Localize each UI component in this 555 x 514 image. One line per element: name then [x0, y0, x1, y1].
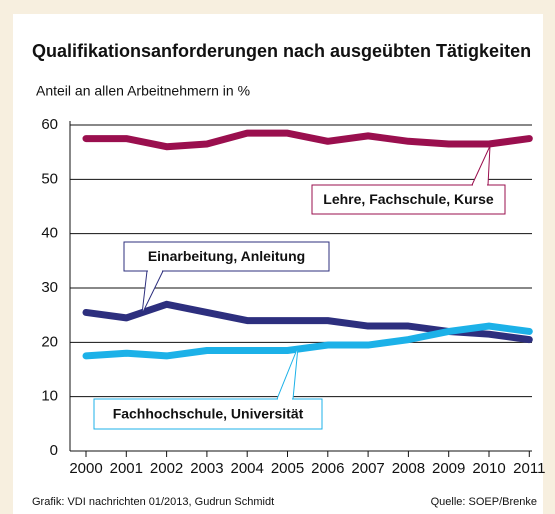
- x-tick-label: 2006: [311, 460, 344, 477]
- label-box: [123, 241, 330, 272]
- legend-label: Lehre, Fachschule, Kurse: [323, 191, 494, 207]
- chart-title: Qualifikationsanforderungen nach ausgeüb…: [32, 41, 531, 61]
- x-tick-label: 2003: [190, 460, 223, 477]
- y-tick-label: 0: [50, 442, 58, 459]
- x-tick-label: 2009: [432, 460, 465, 477]
- legend-label: Einarbeitung, Anleitung: [148, 248, 305, 264]
- x-tick-label: 2011: [513, 460, 545, 477]
- y-tick-label: 60: [41, 116, 58, 133]
- y-tick-label: 10: [41, 388, 58, 405]
- source-right: Quelle: SOEP/Brenke: [431, 496, 537, 508]
- x-tick-label: 2005: [271, 460, 304, 477]
- series-line: [82, 129, 533, 151]
- series-line: [82, 322, 533, 360]
- source-left: Grafik: VDI nachrichten 01/2013, Gudrun …: [32, 496, 274, 508]
- y-tick-label: 30: [41, 279, 58, 296]
- y-tick-label: 20: [41, 333, 58, 350]
- x-tick-label: 2007: [351, 460, 384, 477]
- x-tick-label: 2004: [231, 460, 264, 477]
- x-tick-label: 2000: [69, 460, 102, 477]
- y-tick-label: 40: [41, 225, 58, 242]
- y-tick-label: 50: [41, 170, 58, 187]
- label-box: [311, 184, 506, 215]
- legend-label: Fachhochschule, Universität: [113, 406, 304, 422]
- x-tick-label: 2002: [150, 460, 183, 477]
- x-tick-label: 2001: [110, 460, 143, 477]
- x-tick-label: 2008: [392, 460, 425, 477]
- x-tick-label: 2010: [472, 460, 505, 477]
- label-box: [93, 398, 323, 430]
- chart-subtitle: Anteil an allen Arbeitnehmern in %: [36, 83, 250, 99]
